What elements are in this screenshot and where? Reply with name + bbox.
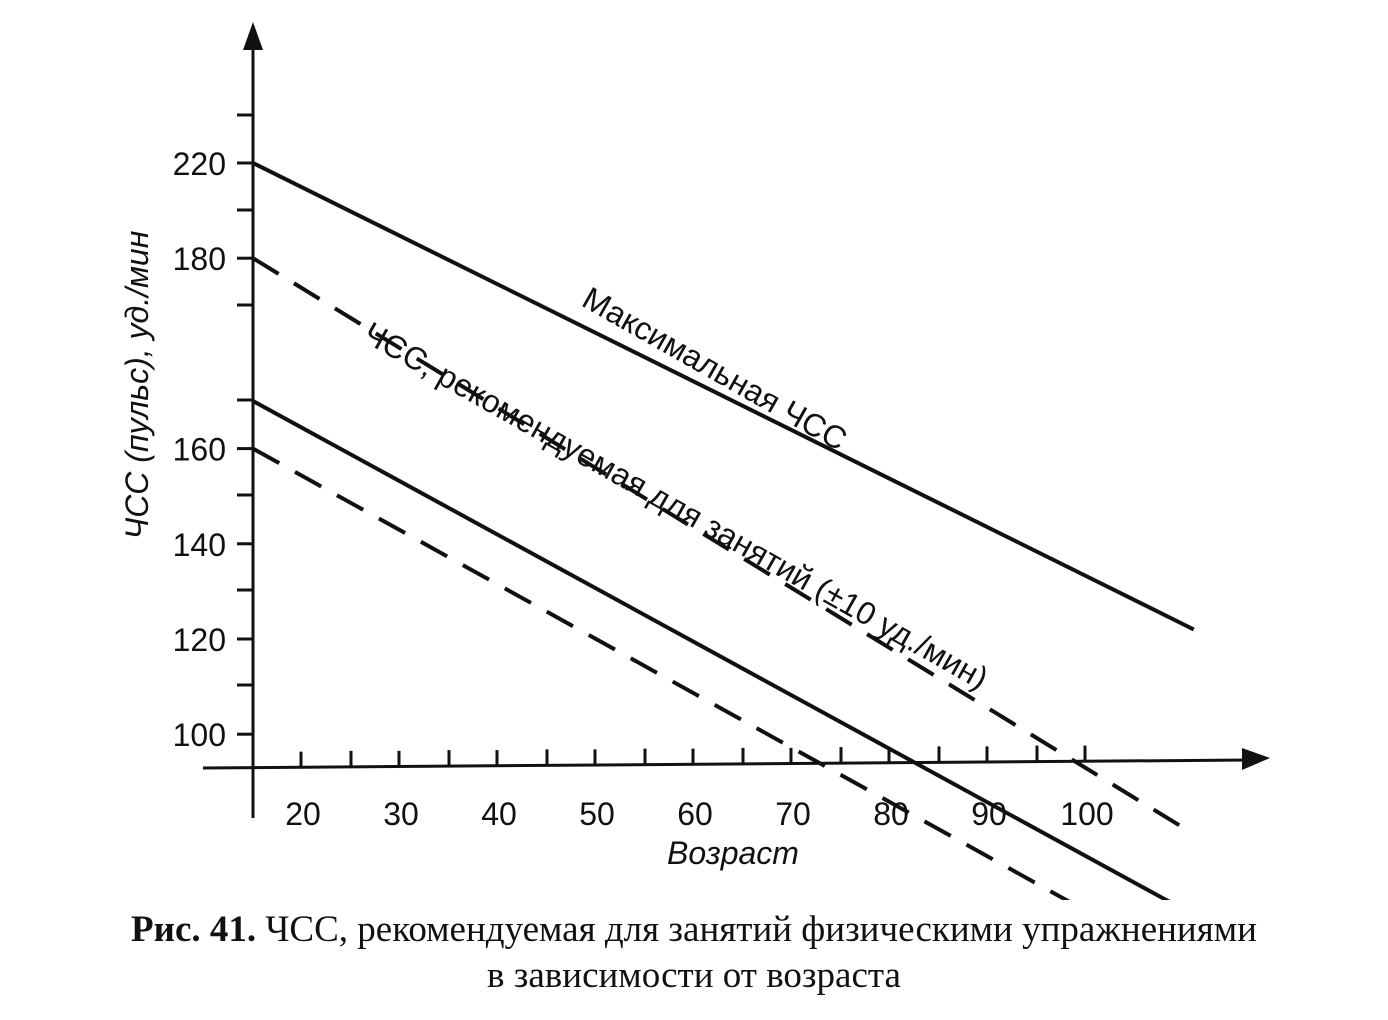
x-tick-label: 50 (579, 796, 615, 832)
lower-dashed-line (252, 446, 1071, 900)
x-tick-label: 70 (775, 796, 811, 832)
y-tick-label: 220 (173, 146, 226, 182)
x-tick-label: 30 (383, 796, 419, 832)
x-axis-arrow (1242, 748, 1270, 770)
x-axis (202, 758, 1251, 770)
x-tick-label: 100 (1060, 796, 1113, 832)
x-ticks: 20 30 40 50 60 70 80 90 100 (251, 745, 1114, 832)
y-tick-label: 120 (173, 622, 226, 658)
x-tick-label: 40 (481, 796, 517, 832)
x-axis-title: Возраст (667, 835, 799, 871)
series-lines (251, 161, 1195, 900)
recommended-hr-line (252, 399, 1171, 900)
figure-caption-line2: в зависимости от возраста (0, 954, 1388, 998)
y-tick-label: 100 (173, 717, 226, 753)
caption-line2: в зависимости от возраста (487, 955, 901, 996)
y-tick-label: 180 (173, 241, 226, 277)
caption-prefix: Рис. 41. (131, 909, 257, 950)
y-tick-label: 140 (173, 527, 226, 563)
figure-caption: Рис. 41. ЧСС, рекомендуемая для занятий … (0, 908, 1388, 952)
x-tick-label: 20 (285, 796, 321, 832)
y-ticks: 100 120 140 160 180 220 (173, 113, 253, 753)
axes (202, 22, 1270, 818)
y-tick-label: 160 (173, 432, 226, 468)
max-hr-label: Максимальная ЧСС (577, 280, 854, 458)
max-hr-line (252, 161, 1195, 632)
caption-line1: ЧСС, рекомендуемая для занятий физически… (256, 909, 1257, 950)
x-tick-label: 60 (677, 796, 713, 832)
upper-dashed-line (251, 256, 1195, 836)
y-axis-title: ЧСС (пульс), уд./мин (119, 231, 155, 540)
y-axis-arrow (243, 22, 263, 50)
